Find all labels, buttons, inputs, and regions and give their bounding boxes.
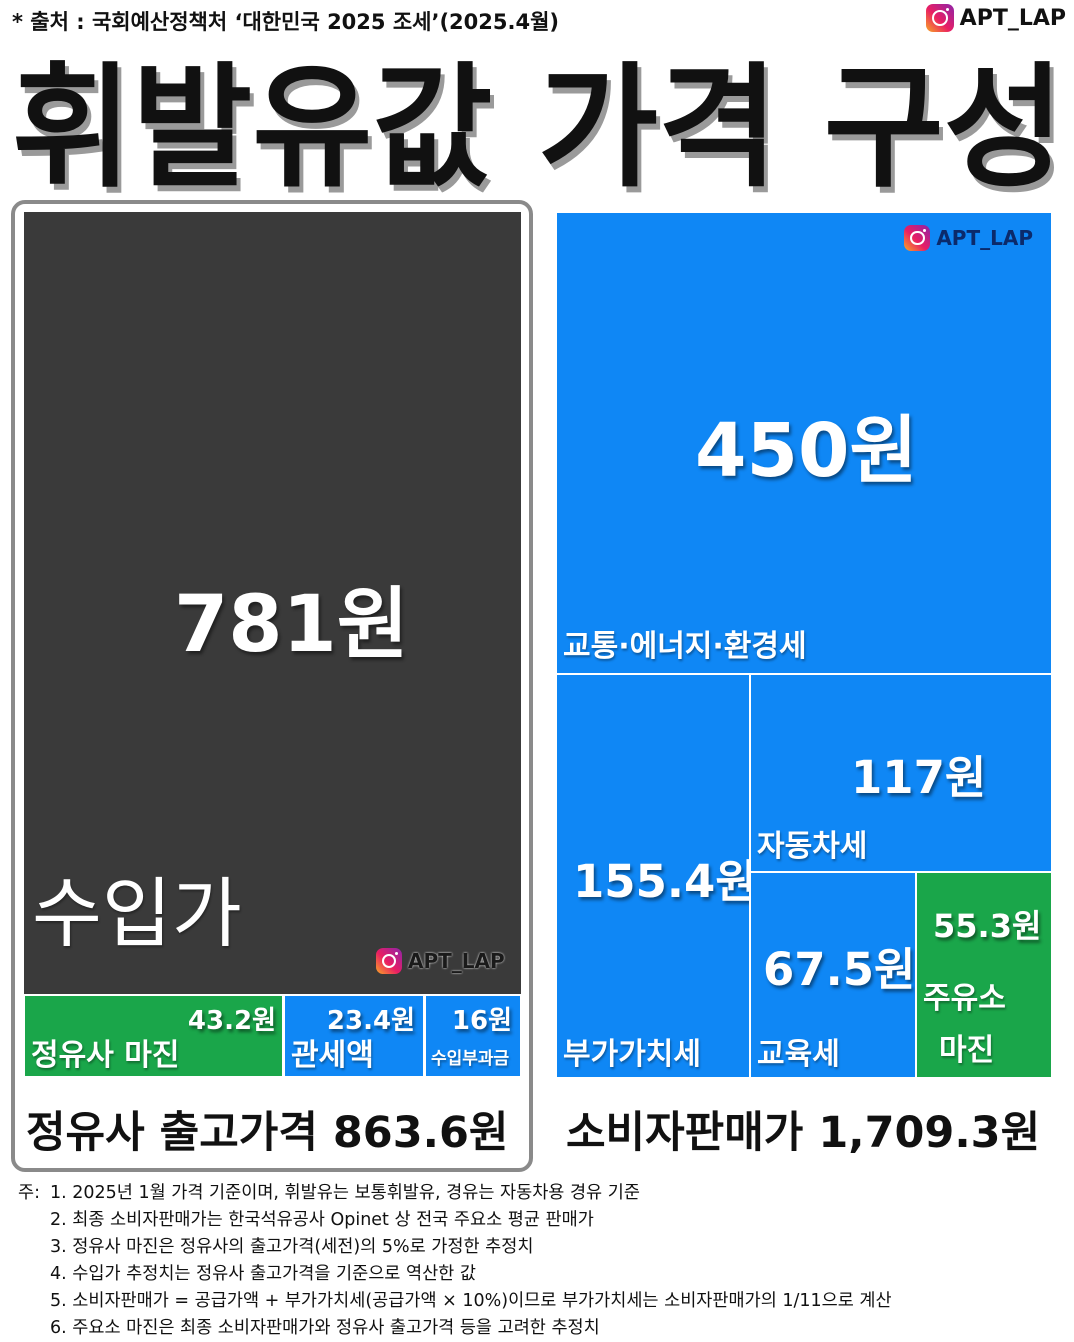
watermark-left: APT_LAP xyxy=(376,948,505,974)
footnote-line: 1. 2025년 1월 가격 기준이며, 휘발유는 보통휘발유, 경유는 자동차… xyxy=(50,1183,640,1203)
refinery-price-total: 정유사 출고가격 863.6원 xyxy=(26,1108,509,1158)
block-station-margin: 55.3원 주유소 마진 xyxy=(915,871,1053,1079)
label-station-margin-line1: 주유소 xyxy=(923,981,1006,1016)
label-vat: 부가가치세 xyxy=(563,1037,701,1072)
block-import-price: 781원 수입가 APT_LAP xyxy=(24,212,521,994)
footnote-line: 5. 소비자판매가 = 공급가액 + 부가가치세(공급가액 × 10%)이므로 … xyxy=(50,1291,892,1311)
source-citation: * 출처 : 국회예산정책처 ‘대한민국 2025 조세’(2025.4월) xyxy=(12,10,559,34)
value-vehicle-tax: 117원 xyxy=(851,751,987,804)
label-station-margin: 주유소 마진 xyxy=(923,973,1006,1077)
footnote-line: 6. 주요소 마진은 최종 소비자판매가와 정유사 출고가격 등을 고려한 추정… xyxy=(50,1318,600,1338)
label-customs-duty: 관세액 xyxy=(291,1038,374,1073)
value-station-margin: 55.3원 xyxy=(933,907,1042,945)
label-transport-tax: 교통·에너지·환경세 xyxy=(563,629,807,664)
label-station-margin-line2: 마진 xyxy=(939,1033,995,1068)
block-customs-duty: 23.4원 관세액 xyxy=(283,994,425,1078)
block-vat: 155.4원 부가가치세 xyxy=(555,673,751,1079)
footnotes: 주: 1. 2025년 1월 가격 기준이며, 휘발유는 보통휘발유, 경유는 … xyxy=(18,1180,892,1342)
block-import-levy: 16원 수입부과금 xyxy=(424,994,522,1078)
page-title-svg: 휘발유값 가격 구성 휘발유값 가격 구성 xyxy=(12,50,1068,194)
block-education-tax: 67.5원 교육세 xyxy=(749,871,917,1079)
instagram-icon xyxy=(925,4,954,32)
block-transport-tax: APT_LAP 450원 교통·에너지·환경세 xyxy=(555,211,1053,675)
instagram-icon xyxy=(904,225,931,251)
watermark-right: APT_LAP xyxy=(904,225,1033,251)
value-refinery-margin: 43.2원 xyxy=(187,1006,276,1036)
value-customs-duty: 23.4원 xyxy=(326,1006,415,1036)
header-handle-text: APT_LAP xyxy=(959,5,1066,31)
block-refinery-margin: 43.2원 정유사 마진 xyxy=(23,994,284,1078)
label-import-price: 수입가 xyxy=(32,869,242,958)
page-title-shadow: 휘발유값 가격 구성 xyxy=(16,56,1068,194)
watermark-left-text: APT_LAP xyxy=(408,949,505,973)
footnote-line: 3. 정유사 마진은 정유사의 출고가격(세전)의 5%로 가정한 추정치 xyxy=(50,1237,534,1257)
value-import-price: 781원 xyxy=(174,580,409,670)
value-vat: 155.4원 xyxy=(573,855,751,908)
value-import-levy: 16원 xyxy=(451,1006,512,1036)
block-vehicle-tax: 117원 자동차세 xyxy=(749,673,1053,873)
page-title: 휘발유값 가격 구성 xyxy=(12,50,1064,194)
label-import-levy: 수입부과금 xyxy=(431,1049,510,1069)
footnotes-prefix: 주: xyxy=(18,1183,40,1203)
watermark-right-text: APT_LAP xyxy=(936,226,1033,250)
footnote-line: 4. 수입가 추정치는 정유사 출고가격을 기준으로 역산한 값 xyxy=(50,1264,476,1284)
label-education-tax: 교육세 xyxy=(757,1037,840,1072)
header-handle[interactable]: APT_LAP xyxy=(925,4,1066,32)
label-refinery-margin: 정유사 마진 xyxy=(31,1038,180,1073)
footnote-line: 2. 최종 소비자판매가는 한국석유공사 Opinet 상 전국 주요소 평균 … xyxy=(50,1210,594,1230)
instagram-icon xyxy=(376,948,402,974)
consumer-price-total: 소비자판매가 1,709.3원 xyxy=(566,1108,1041,1158)
label-vehicle-tax: 자동차세 xyxy=(757,829,868,864)
value-education-tax: 67.5원 xyxy=(763,943,916,996)
value-transport-tax: 450원 xyxy=(695,408,918,494)
